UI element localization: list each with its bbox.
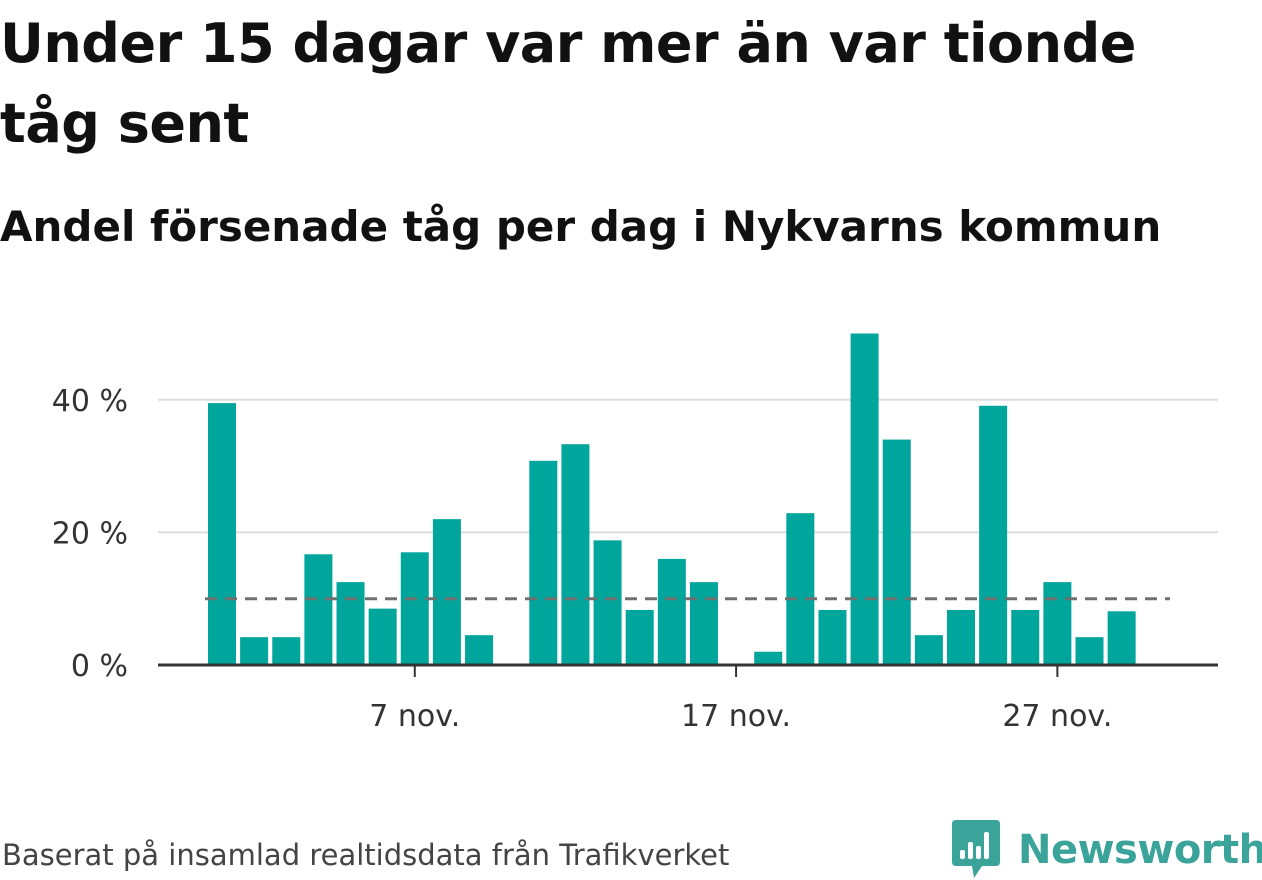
bar	[882, 439, 911, 665]
bar	[368, 608, 397, 665]
bar	[754, 651, 783, 665]
y-axis-labels: 0 % 20 % 40 %	[52, 384, 128, 684]
bar	[914, 635, 943, 665]
bar	[432, 519, 461, 665]
newsworthy-logo-icon	[952, 820, 1000, 878]
y-tick-label: 20 %	[52, 516, 128, 551]
bar	[465, 635, 494, 665]
bar	[529, 460, 558, 665]
x-axis	[158, 663, 1218, 677]
bar	[336, 582, 365, 665]
bar	[979, 405, 1008, 665]
bar	[818, 609, 847, 665]
bar	[304, 554, 333, 665]
x-tick-label: 7 nov.	[369, 699, 460, 734]
brand-name: Newsworthy	[1018, 827, 1262, 873]
bar	[1107, 611, 1136, 665]
bar	[850, 333, 879, 665]
bars	[208, 333, 1136, 665]
y-tick-label: 40 %	[52, 384, 128, 419]
y-tick-label: 0 %	[71, 649, 128, 684]
bar	[689, 582, 718, 665]
bar	[561, 444, 590, 665]
bar	[208, 403, 236, 665]
source-note: Baserat på insamlad realtidsdata från Tr…	[2, 838, 730, 872]
bar	[1043, 582, 1072, 665]
bar	[240, 637, 269, 665]
bar	[1075, 637, 1104, 665]
bar	[625, 609, 654, 665]
chart-title: Under 15 dagar var mer än var tionde tåg…	[0, 12, 1136, 155]
brand-logo: Newsworthy	[952, 820, 1262, 880]
chart-subtitle: Andel försenade tåg per dag i Nykvarns k…	[0, 202, 1162, 251]
bar	[946, 609, 975, 665]
bar	[593, 540, 622, 665]
bar	[272, 637, 301, 665]
bar	[786, 513, 815, 665]
x-tick-label: 27 nov.	[1002, 699, 1112, 734]
x-axis-labels: 7 nov. 17 nov. 27 nov.	[369, 699, 1112, 734]
x-tick-label: 17 nov.	[681, 699, 791, 734]
gridlines	[158, 398, 1218, 534]
bar	[657, 558, 686, 665]
bar	[400, 552, 429, 665]
bar	[1011, 609, 1040, 665]
